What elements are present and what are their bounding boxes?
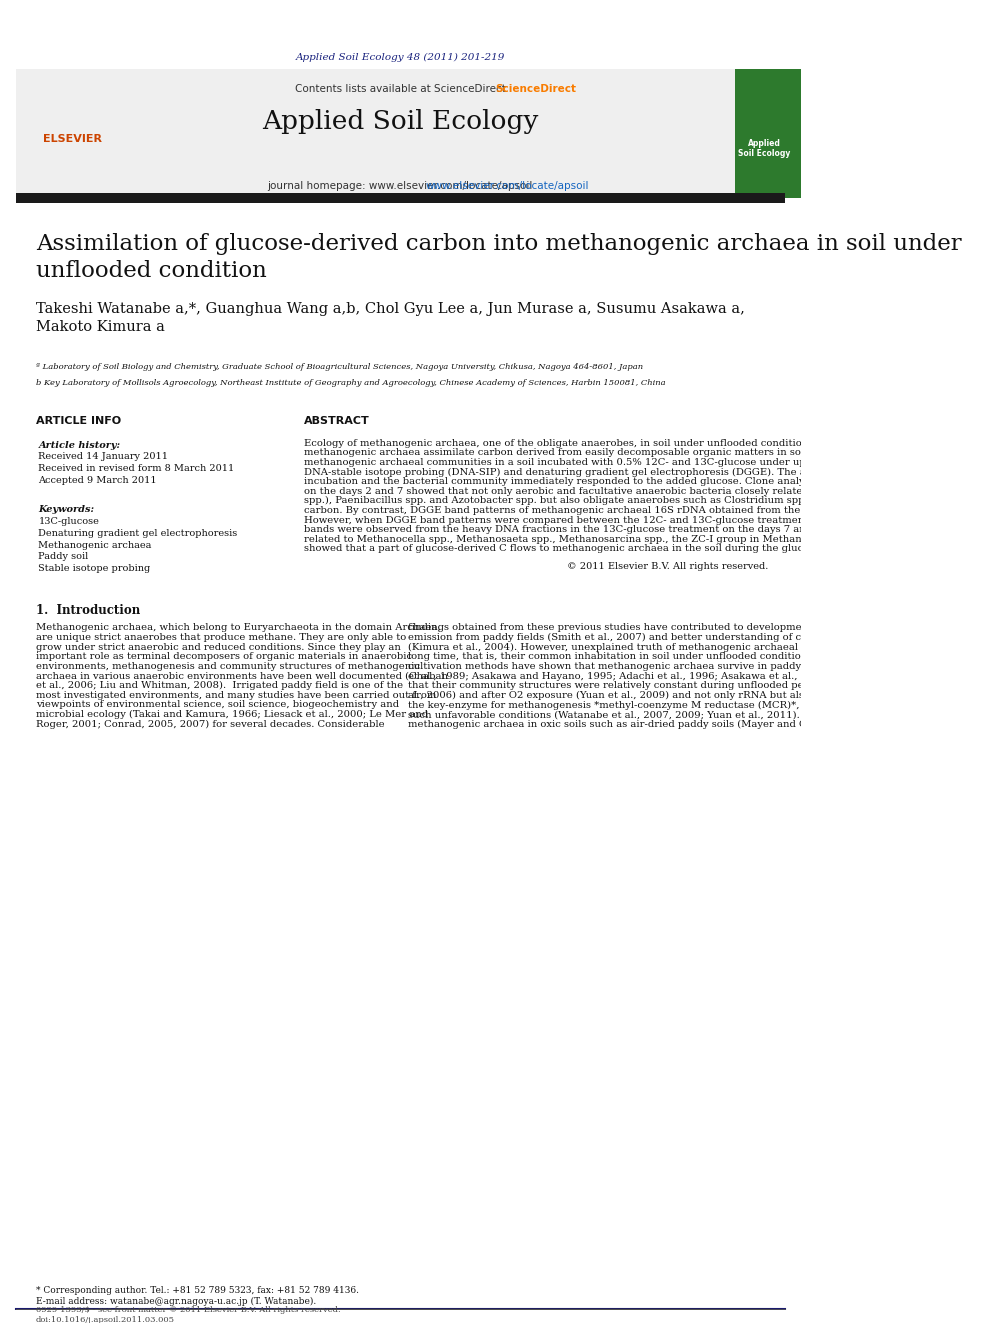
- Text: Keywords:: Keywords:: [39, 505, 94, 513]
- Text: b Key Laboratory of Mollisols Agroecology, Northeast Institute of Geography and : b Key Laboratory of Mollisols Agroecolog…: [36, 380, 666, 388]
- Text: showed that a part of glucose-derived C flows to methanogenic archaea in the soi: showed that a part of glucose-derived C …: [305, 545, 992, 553]
- Text: important role as terminal decomposers of organic materials in anaerobic: important role as terminal decomposers o…: [36, 652, 412, 662]
- Text: methanogenic archaea assimilate carbon derived from easily decomposable organic : methanogenic archaea assimilate carbon d…: [305, 448, 992, 458]
- Text: al., 2006) and after O2 exposure (Yuan et al., 2009) and not only rRNA but also : al., 2006) and after O2 exposure (Yuan e…: [409, 691, 992, 700]
- Text: Applied Soil Ecology: Applied Soil Ecology: [262, 108, 539, 134]
- Text: ARTICLE INFO: ARTICLE INFO: [36, 415, 121, 426]
- Text: cultivation methods have shown that methanogenic archaea survive in paddy field : cultivation methods have shown that meth…: [409, 662, 992, 671]
- Text: et al., 1989; Asakawa and Hayano, 1995; Adachi et al., 1996; Asakawa et al., 199: et al., 1989; Asakawa and Hayano, 1995; …: [409, 672, 992, 680]
- Text: methanogenic archaeal communities in a soil incubated with 0.5% 12C- and 13C-glu: methanogenic archaeal communities in a s…: [305, 458, 992, 467]
- Text: Article history:: Article history:: [39, 441, 121, 450]
- Text: findings obtained from these previous studies have contributed to development of: findings obtained from these previous st…: [409, 623, 986, 632]
- Text: Methanogenic archaea: Methanogenic archaea: [39, 541, 152, 549]
- Text: are unique strict anaerobes that produce methane. They are only able to: are unique strict anaerobes that produce…: [36, 632, 407, 642]
- Text: archaea in various anaerobic environments have been well documented (Chaban: archaea in various anaerobic environment…: [36, 672, 448, 680]
- Text: Denaturing gradient gel electrophoresis: Denaturing gradient gel electrophoresis: [39, 529, 238, 537]
- Text: Methanogenic archaea, which belong to Euryarchaeota in the domain Archaea,: Methanogenic archaea, which belong to Eu…: [36, 623, 440, 632]
- Text: et al., 2006; Liu and Whitman, 2008).  Irrigated paddy field is one of the: et al., 2006; Liu and Whitman, 2008). Ir…: [36, 681, 403, 691]
- Text: most investigated environments, and many studies have been carried out from: most investigated environments, and many…: [36, 691, 436, 700]
- Text: doi:10.1016/j.apsoil.2011.03.005: doi:10.1016/j.apsoil.2011.03.005: [36, 1316, 175, 1323]
- Text: DNA-stable isotope probing (DNA-SIP) and denaturing gradient gel electrophoresis: DNA-stable isotope probing (DNA-SIP) and…: [305, 467, 992, 476]
- Bar: [735, 69, 801, 198]
- Text: ELSEVIER: ELSEVIER: [43, 134, 101, 144]
- Text: Paddy soil: Paddy soil: [39, 553, 88, 561]
- Text: ScienceDirect: ScienceDirect: [495, 85, 575, 94]
- Text: related to Methanocella spp., Methanosaeta spp., Methanosarcina spp., the ZC-I g: related to Methanocella spp., Methanosae…: [305, 534, 992, 544]
- Text: Accepted 9 March 2011: Accepted 9 March 2011: [39, 476, 157, 486]
- Text: such unfavorable conditions (Watanabe et al., 2007, 2009; Yuan et al., 2011). Fu: such unfavorable conditions (Watanabe et…: [409, 710, 948, 718]
- Text: microbial ecology (Takai and Kamura, 1966; Liesack et al., 2000; Le Mer and: microbial ecology (Takai and Kamura, 196…: [36, 710, 429, 720]
- Text: ABSTRACT: ABSTRACT: [305, 415, 370, 426]
- Text: Ecology of methanogenic archaea, one of the obligate anaerobes, in soil under un: Ecology of methanogenic archaea, one of …: [305, 439, 992, 447]
- Text: journal homepage: www.elsevier.com/locate/apsoil: journal homepage: www.elsevier.com/locat…: [268, 181, 533, 192]
- Text: © 2011 Elsevier B.V. All rights reserved.: © 2011 Elsevier B.V. All rights reserved…: [567, 562, 769, 572]
- Text: long time, that is, their common inhabitation in soil under unflooded condition.: long time, that is, their common inhabit…: [409, 652, 963, 662]
- Text: grow under strict anaerobic and reduced conditions. Since they play an: grow under strict anaerobic and reduced …: [36, 643, 401, 652]
- Text: bands were observed from the heavy DNA fractions in the 13C-glucose treatment on: bands were observed from the heavy DNA f…: [305, 525, 992, 534]
- Text: on the days 2 and 7 showed that not only aerobic and facultative anaerobic bacte: on the days 2 and 7 showed that not only…: [305, 487, 992, 496]
- Text: However, when DGGE band patterns were compared between the 12C- and 13C-glucose : However, when DGGE band patterns were co…: [305, 516, 992, 525]
- Text: www.elsevier.com/locate/apsoil: www.elsevier.com/locate/apsoil: [426, 181, 588, 192]
- Bar: [16, 69, 128, 198]
- Text: Stable isotope probing: Stable isotope probing: [39, 565, 151, 573]
- Text: emission from paddy fields (Smith et al., 2007) and better understanding of carb: emission from paddy fields (Smith et al.…: [409, 632, 984, 642]
- Bar: [16, 69, 736, 198]
- Text: 0929-1393/$ - see front matter © 2011 Elsevier B.V. All rights reserved.: 0929-1393/$ - see front matter © 2011 El…: [36, 1306, 340, 1314]
- Bar: [16, 193, 785, 202]
- Text: the key-enzyme for methanogenesis *methyl-coenzyme M reductase (MCR)*, survived : the key-enzyme for methanogenesis *methy…: [409, 700, 992, 709]
- Text: (Kimura et al., 2004). However, unexplained truth of methanogenic archaeal ecolo: (Kimura et al., 2004). However, unexplai…: [409, 643, 991, 652]
- Text: carbon. By contrast, DGGE band patterns of methanogenic archaeal 16S rDNA obtain: carbon. By contrast, DGGE band patterns …: [305, 505, 992, 515]
- Text: Takeshi Watanabe a,*, Guanghua Wang a,b, Chol Gyu Lee a, Jun Murase a, Susumu As: Takeshi Watanabe a,*, Guanghua Wang a,b,…: [36, 302, 745, 335]
- Text: Received 14 January 2011: Received 14 January 2011: [39, 452, 169, 462]
- Text: viewpoints of environmental science, soil science, biogeochemistry and: viewpoints of environmental science, soi…: [36, 700, 399, 709]
- Text: incubation and the bacterial community immediately responded to the added glucos: incubation and the bacterial community i…: [305, 478, 992, 487]
- Text: environments, methanogenesis and community structures of methanogenic: environments, methanogenesis and communi…: [36, 662, 421, 671]
- Text: Assimilation of glucose-derived carbon into methanogenic archaea in soil under
u: Assimilation of glucose-derived carbon i…: [36, 233, 961, 282]
- Text: ª Laboratory of Soil Biology and Chemistry, Graduate School of Bioagricultural S: ª Laboratory of Soil Biology and Chemist…: [36, 364, 643, 372]
- Text: Roger, 2001; Conrad, 2005, 2007) for several decades. Considerable: Roger, 2001; Conrad, 2005, 2007) for sev…: [36, 720, 385, 729]
- Text: Received in revised form 8 March 2011: Received in revised form 8 March 2011: [39, 464, 235, 474]
- Text: Applied Soil Ecology 48 (2011) 201-219: Applied Soil Ecology 48 (2011) 201-219: [296, 53, 505, 62]
- Text: methanogenic archaea in oxic soils such as air-dried paddy soils (Mayer and Conr: methanogenic archaea in oxic soils such …: [409, 720, 872, 729]
- Text: Contents lists available at ScienceDirect: Contents lists available at ScienceDirec…: [295, 85, 506, 94]
- Text: Applied
Soil Ecology: Applied Soil Ecology: [738, 139, 791, 157]
- Text: that their community structures were relatively constant during unflooded period: that their community structures were rel…: [409, 681, 992, 691]
- Text: 13C-glucose: 13C-glucose: [39, 517, 99, 525]
- Text: * Corresponding author. Tel.: +81 52 789 5323, fax: +81 52 789 4136.: * Corresponding author. Tel.: +81 52 789…: [36, 1286, 359, 1295]
- Text: E-mail address: watanabe@agr.nagoya-u.ac.jp (T. Watanabe).: E-mail address: watanabe@agr.nagoya-u.ac…: [36, 1297, 316, 1306]
- Text: 1.  Introduction: 1. Introduction: [36, 603, 140, 617]
- Text: spp.), Paenibacillus spp. and Azotobacter spp. but also obligate anaerobes such : spp.), Paenibacillus spp. and Azotobacte…: [305, 496, 992, 505]
